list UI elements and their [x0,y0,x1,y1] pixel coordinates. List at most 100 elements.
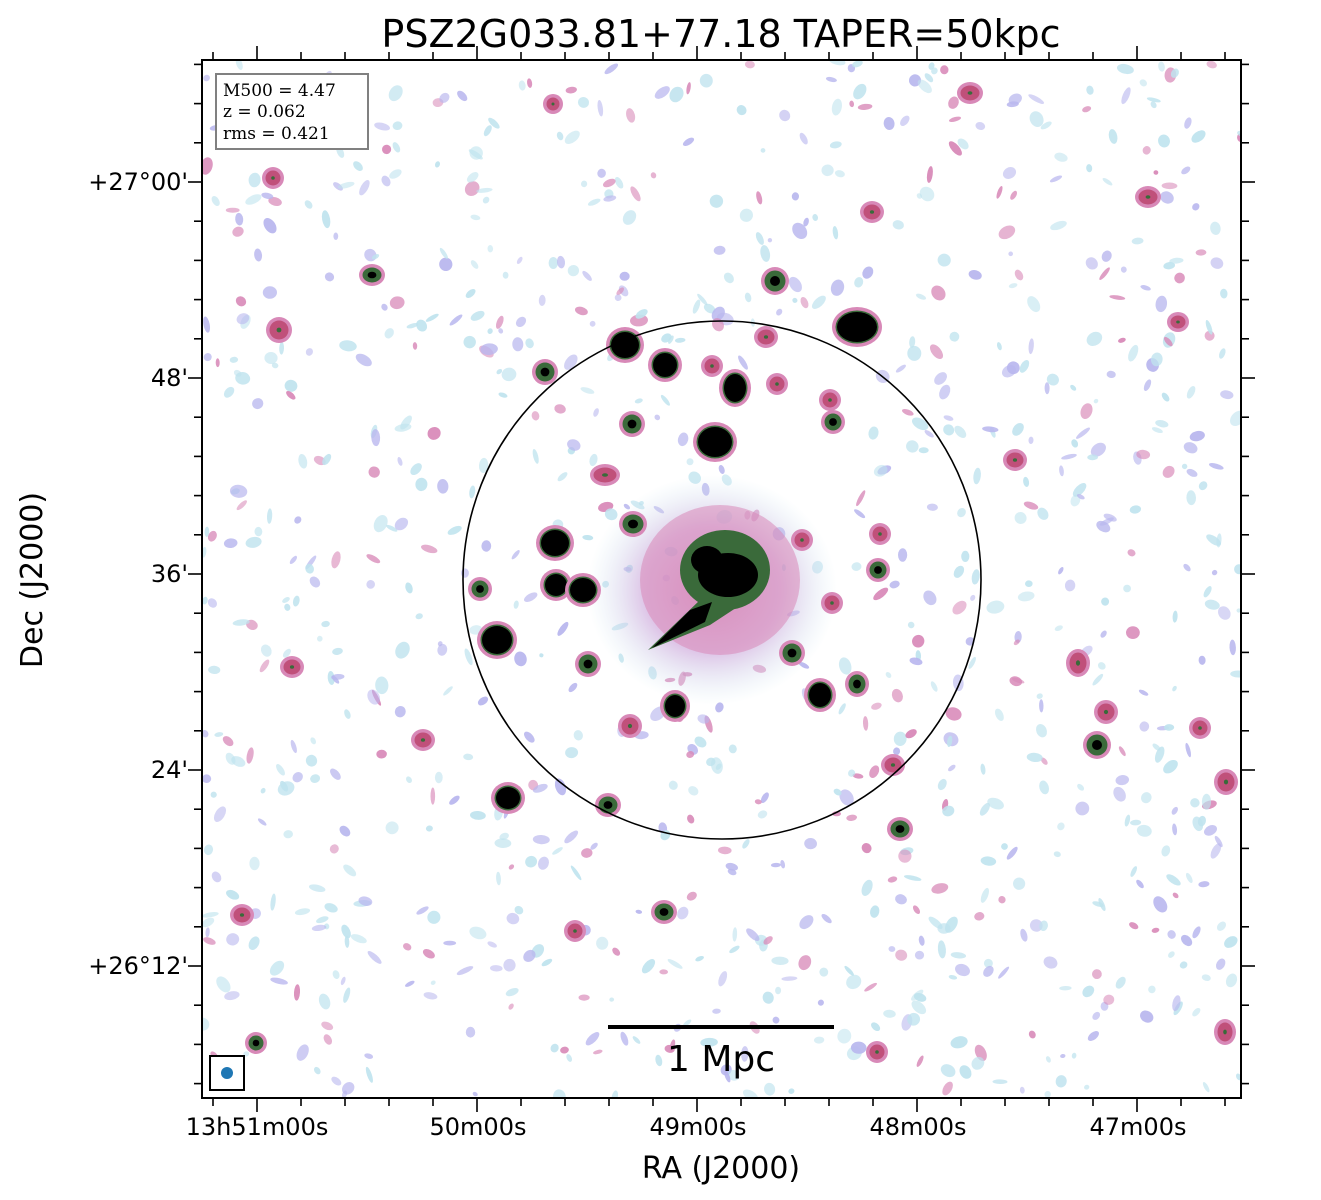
noise-blob [1008,283,1018,289]
noise-blob [590,842,598,850]
noise-blob [332,647,343,655]
noise-blob [513,600,519,609]
source-core [829,418,837,426]
noise-blob [216,976,231,993]
noise-blob [883,117,895,130]
noise-blob [294,908,311,916]
noise-blob [854,277,864,288]
radio-source [869,523,891,545]
scale-bar-label: 1 Mpc [667,1039,775,1080]
noise-blob [1100,630,1107,638]
noise-blob [1082,985,1095,998]
noise-blob [756,191,763,205]
noise-blob [1130,866,1138,877]
radio-source [693,422,737,462]
noise-blob [907,345,922,361]
info-m500: M500 = 4.47 [223,81,336,101]
noise-blob [934,372,947,385]
noise-blob [1058,567,1064,575]
noise-blob [1210,221,1221,235]
noise-blob [952,600,967,615]
noise-blob [1126,626,1140,639]
noise-blob [1216,958,1226,970]
noise-blob [523,592,538,602]
noise-blob [488,117,500,129]
noise-blob [449,314,463,326]
noise-blob [800,296,809,309]
noise-blob [996,185,1003,199]
radio-source [957,82,983,104]
noise-blob [508,1003,514,1010]
noise-blob [294,516,302,524]
noise-blob [889,580,900,589]
noise-blob [1161,845,1171,857]
noise-blob [310,737,317,745]
noise-blob [654,414,661,421]
noise-blob [269,960,285,976]
noise-blob [403,943,412,951]
noise-blob [1139,79,1147,87]
noise-blob [792,222,808,240]
noise-blob [667,959,683,969]
noise-blob [1234,564,1241,575]
noise-blob [1170,68,1179,78]
noise-blob [864,982,877,992]
noise-blob [1183,563,1191,572]
noise-blob [587,198,601,206]
noise-blob [780,859,786,869]
radio-source [821,410,845,434]
noise-blob [992,1079,1008,1085]
noise-blob [1115,976,1126,989]
source-core [496,787,520,809]
noise-blob [322,453,332,466]
plot-frame [201,59,1242,1099]
noise-blob [389,296,405,310]
noise-blob [697,714,710,724]
radio-source [881,754,905,776]
noise-blob [912,634,925,648]
noise-blob [791,192,800,201]
noise-blob [511,550,520,560]
noise-blob [305,563,314,574]
noise-blob [469,926,487,940]
noise-blob [635,309,648,319]
noise-blob [873,464,888,477]
source-core [809,683,831,707]
noise-blob [626,108,636,123]
noise-blob [1164,724,1175,731]
noise-blob [764,1082,776,1096]
noise-blob [515,316,527,328]
noise-blob [915,293,927,300]
noise-blob [1012,877,1026,890]
noise-blob [844,965,854,976]
noise-blob [1044,382,1050,395]
noise-blob [1102,177,1113,186]
noise-blob [532,834,550,845]
noise-blob [1131,237,1144,245]
noise-blob [292,772,303,783]
noise-blob [1136,824,1152,837]
noise-blob [683,1019,692,1027]
noise-blob [1118,746,1126,757]
noise-blob [851,562,862,571]
radio-source [266,317,292,343]
source-core [890,763,896,767]
noise-blob [366,580,376,589]
noise-blob [669,1039,676,1052]
noise-blob [950,1036,968,1049]
noise-blob [1084,1084,1090,1090]
noise-blob [1151,427,1163,434]
noise-blob [914,950,925,960]
noise-blob [895,364,906,373]
noise-blob [1121,87,1131,105]
noise-blob [1204,825,1217,836]
noise-blob [222,736,234,747]
noise-blob [293,984,301,1001]
noise-blob [1075,801,1090,816]
noise-blob [472,1091,478,1097]
noise-blob [954,425,967,439]
noise-blob [1060,1053,1066,1059]
noise-blob [635,909,643,914]
noise-blob [779,109,791,122]
